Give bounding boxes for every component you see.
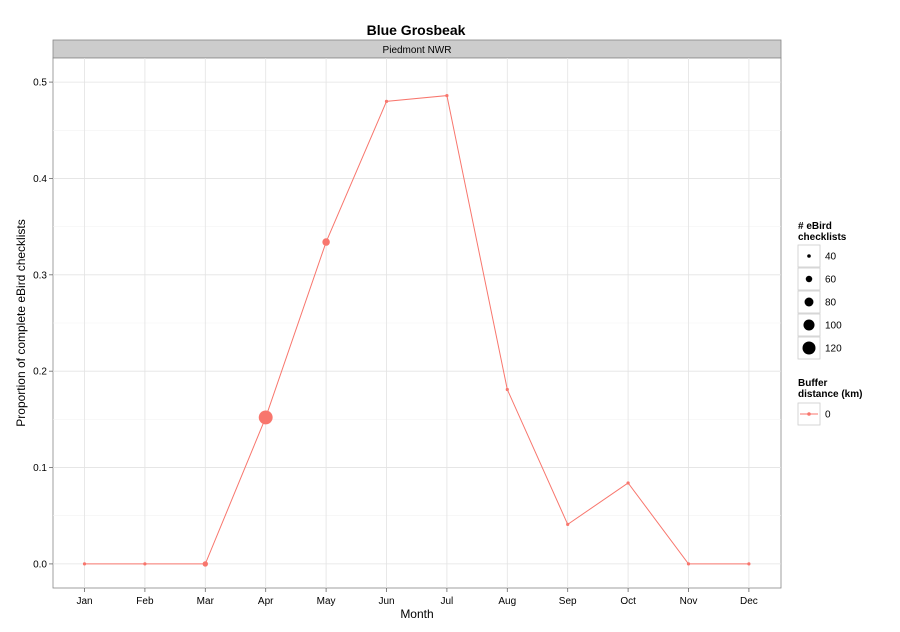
x-tick-label: Apr bbox=[258, 596, 274, 607]
x-tick-label: Feb bbox=[136, 596, 154, 607]
size-legend-label: 80 bbox=[825, 298, 837, 309]
x-tick-label: Mar bbox=[197, 596, 215, 607]
y-tick-label: 0.0 bbox=[33, 559, 47, 570]
size-legend-dot bbox=[802, 341, 816, 355]
color-legend-dot bbox=[807, 412, 811, 416]
size-legend-label: 60 bbox=[825, 275, 837, 286]
color-legend-title-line2: distance (km) bbox=[798, 389, 862, 400]
x-tick-label: Jun bbox=[378, 596, 394, 607]
size-legend-dot bbox=[807, 254, 811, 258]
data-point bbox=[143, 562, 147, 566]
size-legend-dot bbox=[805, 275, 813, 283]
x-tick-label: Aug bbox=[498, 596, 516, 607]
y-axis-title: Proportion of complete eBird checklists bbox=[14, 219, 28, 426]
data-point bbox=[747, 562, 751, 566]
x-tick-label: Jan bbox=[76, 596, 92, 607]
x-tick-label: Jul bbox=[441, 596, 454, 607]
y-tick-label: 0.1 bbox=[33, 463, 47, 474]
size-legend-dot bbox=[803, 319, 815, 331]
size-legend-label: 40 bbox=[825, 252, 837, 263]
y-tick-label: 0.4 bbox=[33, 174, 47, 185]
y-tick-label: 0.2 bbox=[33, 367, 47, 378]
data-point bbox=[258, 410, 273, 425]
data-point bbox=[322, 238, 330, 246]
size-legend: 40 60 80 100 120 bbox=[797, 244, 842, 360]
y-tick-label: 0.5 bbox=[33, 78, 47, 89]
size-legend-label: 120 bbox=[825, 344, 842, 355]
x-tick-label: Nov bbox=[680, 596, 698, 607]
series-layer bbox=[82, 93, 751, 567]
data-point bbox=[82, 562, 87, 566]
x-tick-label: Dec bbox=[740, 596, 758, 607]
y-axis: 0.0 0.1 0.2 0.3 0.4 0.5 bbox=[33, 78, 53, 570]
series-line bbox=[84, 95, 749, 565]
data-point bbox=[202, 561, 208, 567]
color-legend-label: 0 bbox=[825, 410, 831, 421]
y-tick-label: 0.3 bbox=[33, 270, 47, 281]
x-tick-label: Sep bbox=[559, 596, 577, 607]
chart-title: Blue Grosbeak bbox=[367, 22, 466, 38]
data-point bbox=[384, 99, 389, 103]
size-legend-title-line1: # eBird bbox=[798, 221, 832, 232]
data-point bbox=[626, 481, 630, 485]
data-point bbox=[445, 93, 449, 98]
x-tick-label: May bbox=[317, 596, 336, 607]
data-point bbox=[686, 562, 691, 566]
color-legend-title-line1: Buffer bbox=[798, 378, 828, 389]
x-axis-title: Month bbox=[400, 607, 433, 621]
color-legend: 0 bbox=[797, 402, 831, 426]
facet-label: Piedmont NWR bbox=[383, 45, 452, 56]
data-point bbox=[505, 387, 509, 392]
size-legend-title-line2: checklists bbox=[798, 232, 847, 243]
size-legend-label: 100 bbox=[825, 321, 842, 332]
x-tick-label: Oct bbox=[620, 596, 636, 607]
size-legend-dot bbox=[804, 297, 814, 307]
x-axis: Jan Feb Mar Apr May Jun Jul Aug Sep Oct Nov Dec bbox=[76, 588, 758, 607]
data-point bbox=[566, 522, 570, 527]
